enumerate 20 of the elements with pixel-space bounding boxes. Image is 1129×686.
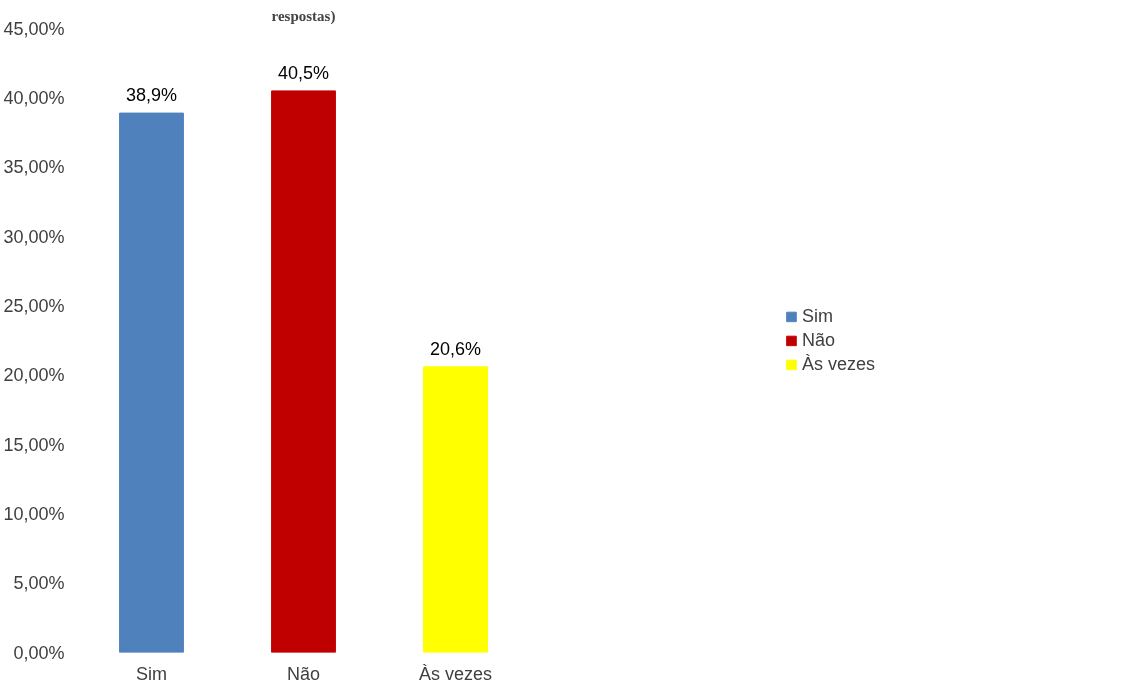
- y-tick-label: 0,00%: [13, 642, 65, 663]
- y-tick-label: 40,00%: [3, 87, 65, 108]
- y-tick-label: 10,00%: [3, 503, 65, 524]
- y-tick-label: 45,00%: [3, 18, 65, 39]
- y-tick-label: 35,00%: [3, 157, 65, 178]
- y-tick-label: 5,00%: [13, 573, 65, 594]
- chart-title: respostas): [271, 7, 336, 25]
- x-tick-label: Não: [286, 663, 321, 684]
- x-tick-label: Sim: [136, 663, 167, 684]
- y-tick-label: 30,00%: [3, 226, 65, 247]
- y-tick-label: 20,00%: [3, 365, 65, 386]
- y-tick-label: 25,00%: [3, 295, 65, 316]
- legend-label: Sim: [801, 305, 833, 327]
- legend-label: Não: [801, 329, 836, 351]
- y-tick-label: 15,00%: [3, 434, 65, 455]
- data-label: 20,6%: [429, 338, 482, 359]
- x-tick-label: Às vezes: [418, 663, 493, 684]
- legend-label: Às vezes: [801, 353, 876, 375]
- data-label: 40,5%: [277, 62, 330, 83]
- data-label: 38,9%: [125, 85, 178, 106]
